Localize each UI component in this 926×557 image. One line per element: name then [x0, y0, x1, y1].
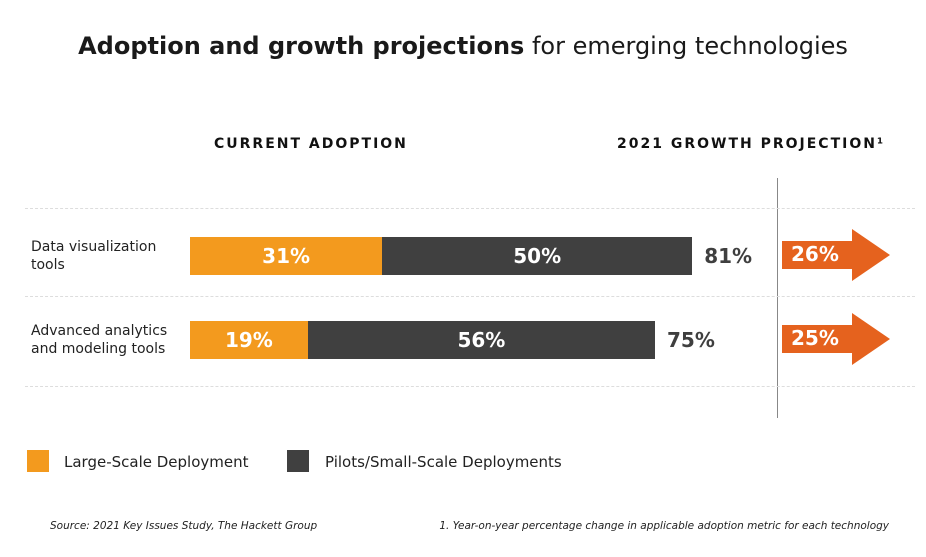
data-label: 50%: [513, 244, 562, 268]
data-label: 56%: [457, 328, 506, 352]
bar-segment: 31%: [190, 237, 383, 275]
legend-swatch-large-scale: [27, 450, 49, 472]
bar-segment: 19%: [190, 321, 308, 359]
growth-projection-header: 2021 GROWTH PROJECTION¹: [617, 136, 886, 152]
footnote: 1. Year-on-year percentage change in app…: [439, 520, 889, 532]
bar-segment: 50%: [382, 237, 693, 275]
gridline: [25, 208, 915, 209]
total-label: 81%: [704, 244, 753, 268]
chart-title: Adoption and growth projections for emer…: [78, 32, 848, 60]
growth-arrow: 26%: [782, 229, 892, 287]
legend-label: Large-Scale Deployment: [64, 453, 249, 471]
divider: [777, 178, 778, 418]
category-label: Data visualization tools: [31, 239, 157, 273]
gridline: [25, 296, 915, 297]
growth-label: 25%: [791, 326, 839, 350]
growth-label: 26%: [791, 242, 839, 266]
data-label: 31%: [262, 244, 311, 268]
category-label: Advanced analytics and modeling tools: [31, 323, 168, 357]
current-adoption-header: CURRENT ADOPTION: [214, 136, 408, 152]
total-label: 75%: [667, 328, 715, 352]
bar-segment: 56%: [307, 321, 655, 359]
gridline: [25, 386, 915, 387]
data-label: 19%: [224, 328, 273, 352]
legend-label: Pilots/Small-Scale Deployments: [325, 453, 562, 471]
source-note: Source: 2021 Key Issues Study, The Hacke…: [50, 520, 318, 532]
growth-arrow: 25%: [782, 313, 892, 371]
legend-swatch-pilots: [287, 450, 309, 472]
